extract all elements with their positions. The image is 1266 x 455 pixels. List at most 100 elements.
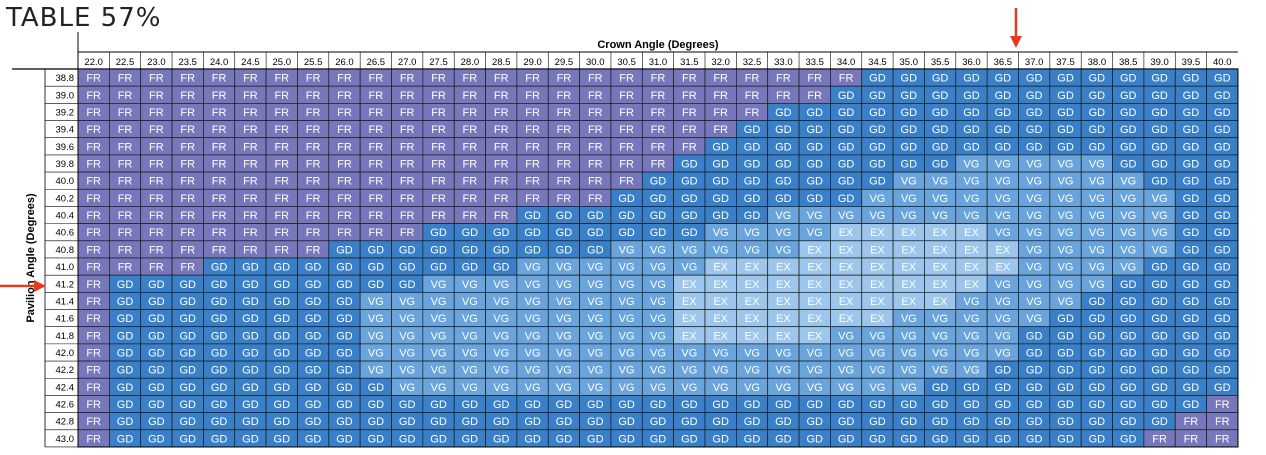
grade-cell-label: EX xyxy=(745,262,760,274)
grade-cell-label: FR xyxy=(86,399,101,411)
grade-cell-label: GD xyxy=(1183,90,1200,102)
grade-cell-label: GD xyxy=(336,433,353,445)
grade-cell-label: VG xyxy=(1026,313,1042,325)
grade-cell-label: GD xyxy=(775,399,792,411)
pavilion-angle-label: 41.4 xyxy=(56,296,75,307)
grade-cell-label: GD xyxy=(681,416,698,428)
grade-cell-label: GD xyxy=(995,382,1012,394)
grade-cell-label: GD xyxy=(1026,416,1043,428)
grade-cell-label: FR xyxy=(651,124,666,136)
grade-cell-label: GD xyxy=(1026,90,1043,102)
grade-cell-label: FR xyxy=(745,73,760,85)
grade-cell-label: FR xyxy=(776,90,791,102)
grade-cell-label: FR xyxy=(431,124,446,136)
grade-cell-label: GD xyxy=(1089,73,1106,85)
grade-cell-label: FR xyxy=(243,210,258,222)
grade-cell-label: GD xyxy=(963,416,980,428)
grade-cell-label: GD xyxy=(1057,365,1074,377)
crown-angle-label: 26.5 xyxy=(367,57,386,68)
grade-cell-label: GD xyxy=(117,382,134,394)
grade-cell-label: FR xyxy=(713,107,728,119)
grade-cell-label: FR xyxy=(180,141,195,153)
grade-cell-label: GD xyxy=(1120,382,1137,394)
grade-cell-label: VG xyxy=(556,296,572,308)
grade-cell-label: GD xyxy=(1151,330,1168,342)
crown-angle-label: 24.5 xyxy=(241,57,260,68)
grade-cell-label: GD xyxy=(211,399,228,411)
grade-cell-label: GD xyxy=(430,416,447,428)
grade-cell-label: GD xyxy=(932,382,949,394)
grade-cell-label: GD xyxy=(1026,73,1043,85)
grade-cell-label: GD xyxy=(838,124,855,136)
grade-cell-label: GD xyxy=(462,416,479,428)
grade-cell-label: GD xyxy=(932,73,949,85)
grade-cell-label: GD xyxy=(1057,433,1074,445)
grade-cell-label: FR xyxy=(149,193,164,205)
grade-cell-label: FR xyxy=(682,141,697,153)
grade-cell-label: VG xyxy=(1058,244,1074,256)
grade-cell-label: GD xyxy=(179,365,196,377)
grade-cell-label: GD xyxy=(712,193,729,205)
grade-cell-label: GD xyxy=(963,382,980,394)
crown-angle-marker-arrow xyxy=(1010,8,1022,48)
grade-cell-label: GD xyxy=(869,124,886,136)
grade-cell-label: GD xyxy=(305,296,322,308)
table-title: TABLE 57% xyxy=(6,3,162,33)
grade-cell-label: FR xyxy=(274,176,289,188)
grade-cell-label: FR xyxy=(368,73,383,85)
grade-cell-label: FR xyxy=(149,90,164,102)
grade-cell-label: VG xyxy=(619,365,635,377)
grade-cell-label: EX xyxy=(964,227,979,239)
grade-cell-label: VG xyxy=(587,279,603,291)
grade-cell-label: GD xyxy=(336,399,353,411)
grade-cell-label: EX xyxy=(839,313,854,325)
grade-cell-label: GD xyxy=(242,347,259,359)
grade-cell-label: FR xyxy=(368,227,383,239)
grade-cell-label: FR xyxy=(212,227,227,239)
grade-cell-label: GD xyxy=(838,176,855,188)
grade-cell-label: VG xyxy=(995,210,1011,222)
grade-cell-label: VG xyxy=(713,227,729,239)
grade-cell-label: GD xyxy=(1057,382,1074,394)
grade-cell-label: FR xyxy=(118,73,133,85)
grade-cell-label: VG xyxy=(681,347,697,359)
grade-cell-label: GD xyxy=(1120,73,1137,85)
grade-cell-label: FR xyxy=(368,176,383,188)
grade-cell-label: EX xyxy=(807,330,822,342)
grade-cell-label: FR xyxy=(118,244,133,256)
grade-cell-label: FR xyxy=(557,193,572,205)
grade-cell-label: VG xyxy=(995,193,1011,205)
grade-cell-label: VG xyxy=(462,382,478,394)
grade-cell-label: FR xyxy=(368,141,383,153)
grade-cell-label: VG xyxy=(932,210,948,222)
grade-cell-label: VG xyxy=(650,382,666,394)
grade-cell-label: GD xyxy=(963,73,980,85)
grade-cell-label: GD xyxy=(1151,313,1168,325)
grade-cell-label: GD xyxy=(1120,365,1137,377)
grade-cell-label: FR xyxy=(274,244,289,256)
grade-cell-label: FR xyxy=(368,210,383,222)
grade-cell-label: GD xyxy=(336,365,353,377)
grade-cell-label: FR xyxy=(149,244,164,256)
grade-cell-label: GD xyxy=(744,124,761,136)
crown-angle-label: 32.5 xyxy=(743,57,762,68)
grade-cell-label: GD xyxy=(117,313,134,325)
grade-cell-label: GD xyxy=(211,262,228,274)
grade-cell-label: FR xyxy=(212,124,227,136)
grade-cell-label: EX xyxy=(713,279,728,291)
grade-cell-label: FR xyxy=(557,158,572,170)
grade-cell-label: GD xyxy=(399,279,416,291)
grade-cell-label: GD xyxy=(1151,176,1168,188)
grade-cell-label: VG xyxy=(964,313,980,325)
grade-cell-label: GD xyxy=(336,416,353,428)
grade-cell-label: FR xyxy=(306,193,321,205)
grade-cell-label: FR xyxy=(463,124,478,136)
grade-cell-label: GD xyxy=(932,124,949,136)
grade-cell-label: VG xyxy=(1089,158,1105,170)
pavilion-angle-label: 40.6 xyxy=(56,228,75,239)
grade-cell-label: GD xyxy=(1057,90,1074,102)
grade-cell-label: FR xyxy=(274,73,289,85)
grade-cell-label: FR xyxy=(306,244,321,256)
grade-cell-label: GD xyxy=(462,399,479,411)
grade-cell-label: FR xyxy=(1184,416,1199,428)
